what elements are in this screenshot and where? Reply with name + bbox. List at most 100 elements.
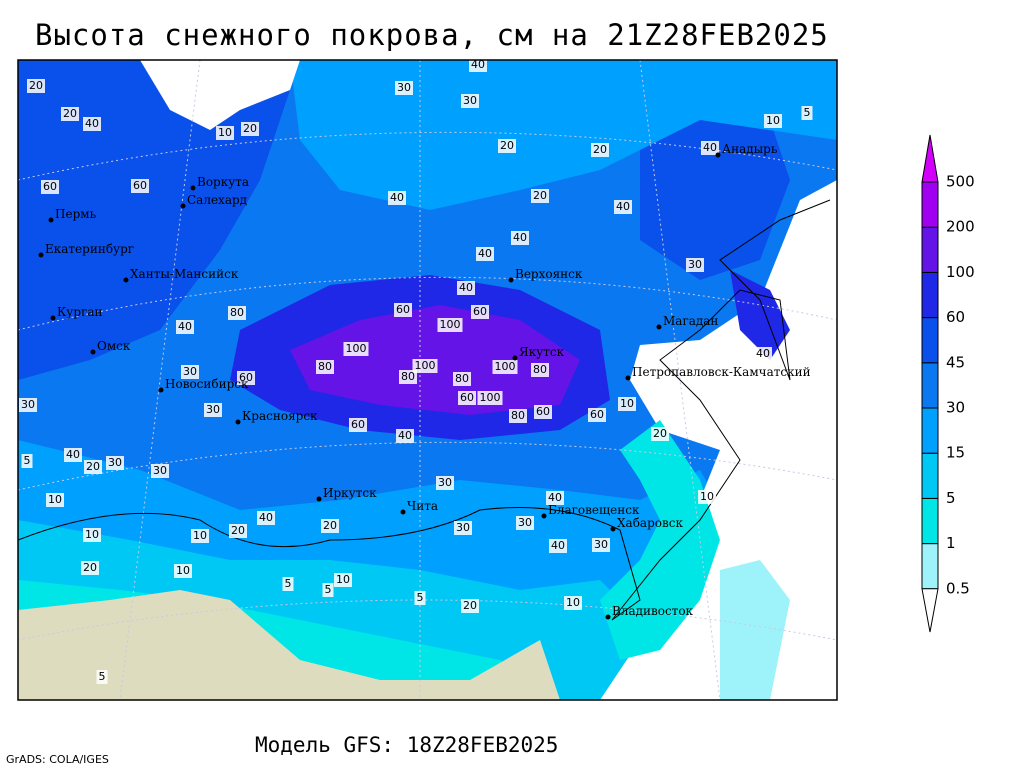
contour-label: 60 xyxy=(590,408,604,421)
contour-label: 40 xyxy=(390,191,404,204)
city-label: Воркута xyxy=(197,175,249,189)
contour-label: 60 xyxy=(351,418,365,431)
contour-label-box xyxy=(21,454,33,468)
city-dot xyxy=(316,496,322,502)
contour-label: 10 xyxy=(48,493,62,506)
contour-label-box xyxy=(592,538,610,552)
contour-label: 10 xyxy=(85,528,99,541)
contour-label-box xyxy=(19,398,37,412)
city-label: Ханты-Мансийск xyxy=(130,267,239,281)
contour-label-box xyxy=(349,418,367,432)
contour-label-box xyxy=(588,408,606,422)
contour-label: 80 xyxy=(318,360,332,373)
contour-label: 100 xyxy=(495,360,516,373)
city-label: Якутск xyxy=(519,345,565,359)
colorbar-box xyxy=(921,181,939,228)
snow-field xyxy=(600,420,720,660)
contour-label-box xyxy=(151,464,169,478)
city-label: Чита xyxy=(407,499,438,513)
contour-label: 30 xyxy=(397,81,411,94)
contour-label-box xyxy=(801,106,813,120)
colorbar-cap xyxy=(921,134,939,183)
map-frame xyxy=(17,59,838,701)
contour-label: 80 xyxy=(533,363,547,376)
contour-label-box xyxy=(754,347,772,361)
city-label: Екатеринбург xyxy=(45,242,134,256)
city-label: Красноярск xyxy=(242,409,318,423)
title: Высота снежного покрова, см на 21Z28FEB2… xyxy=(35,18,829,52)
contour-label: 80 xyxy=(230,306,244,319)
contour-label: 80 xyxy=(401,370,415,383)
contour-label: 100 xyxy=(480,391,501,404)
colorbar-box xyxy=(921,497,939,545)
contour-label: 40 xyxy=(478,247,492,260)
contour-label-box xyxy=(282,577,294,591)
snow-field xyxy=(640,90,790,280)
colorbar-box xyxy=(921,543,939,590)
contour-label: 40 xyxy=(459,281,473,294)
city-label: Омск xyxy=(97,339,131,353)
contour-label-box xyxy=(458,391,476,405)
contour-label-box xyxy=(81,561,99,575)
contour-label-box xyxy=(388,191,406,205)
city-label: Пермь xyxy=(55,207,97,221)
contour-label: 20 xyxy=(231,524,245,537)
colorbar-label: 200 xyxy=(946,218,975,236)
city-dot xyxy=(610,526,616,532)
city-dot xyxy=(235,419,241,425)
contour-label: 40 xyxy=(551,539,565,552)
city-dot xyxy=(605,614,611,620)
contour-label-box xyxy=(316,360,334,374)
contour-label-box xyxy=(399,370,417,384)
contour-label-box xyxy=(241,122,259,136)
contour-label: 40 xyxy=(178,320,192,333)
colorbar-label: 1 xyxy=(946,534,956,552)
contour-label-box xyxy=(498,139,516,153)
contour-label-box xyxy=(41,180,59,194)
contour-label: 5 xyxy=(24,454,31,467)
sea xyxy=(140,60,300,130)
contour-label-box xyxy=(174,564,192,578)
city-dot xyxy=(541,513,547,519)
contour-label: 60 xyxy=(43,180,57,193)
contour-label: 30 xyxy=(456,521,470,534)
city-dot xyxy=(400,509,406,515)
contour-label: 40 xyxy=(548,491,562,504)
contour-label: 10 xyxy=(700,490,714,503)
colorbar-box xyxy=(921,452,939,499)
credit: GrADS: COLA/IGES xyxy=(6,753,109,766)
contour-label-box xyxy=(181,365,199,379)
city-dot xyxy=(50,315,56,321)
contour-label-box xyxy=(229,524,247,538)
contour-label: 40 xyxy=(616,200,630,213)
snow-field xyxy=(720,560,790,700)
snow-field xyxy=(730,270,790,360)
contour-label: 5 xyxy=(99,670,106,683)
contour-label: 10 xyxy=(336,573,350,586)
colorbar-label: 30 xyxy=(946,399,965,417)
snow-field xyxy=(290,60,837,210)
colorbar-label: 0.5 xyxy=(946,579,970,597)
contour-label-box xyxy=(83,117,101,131)
city-dot xyxy=(158,387,164,393)
contour-label: 30 xyxy=(183,365,197,378)
contour-label-box xyxy=(686,258,704,272)
contour-label: 30 xyxy=(688,258,702,271)
contour-label-box xyxy=(531,189,549,203)
contour-label: 40 xyxy=(703,141,717,154)
contour-label-box xyxy=(176,320,194,334)
contour-label: 40 xyxy=(85,117,99,130)
contour-label: 40 xyxy=(259,511,273,524)
contour-label: 30 xyxy=(206,403,220,416)
contour-label-box xyxy=(83,528,101,542)
city-label: Владивосток xyxy=(612,604,694,618)
contour-label-box xyxy=(46,493,64,507)
contour-label-box xyxy=(511,231,529,245)
contour-label-box xyxy=(414,591,426,605)
colorbar-label: 5 xyxy=(946,489,956,507)
colorbar-box xyxy=(921,226,939,273)
contour-label-box xyxy=(61,107,79,121)
contour-label-box xyxy=(651,427,669,441)
